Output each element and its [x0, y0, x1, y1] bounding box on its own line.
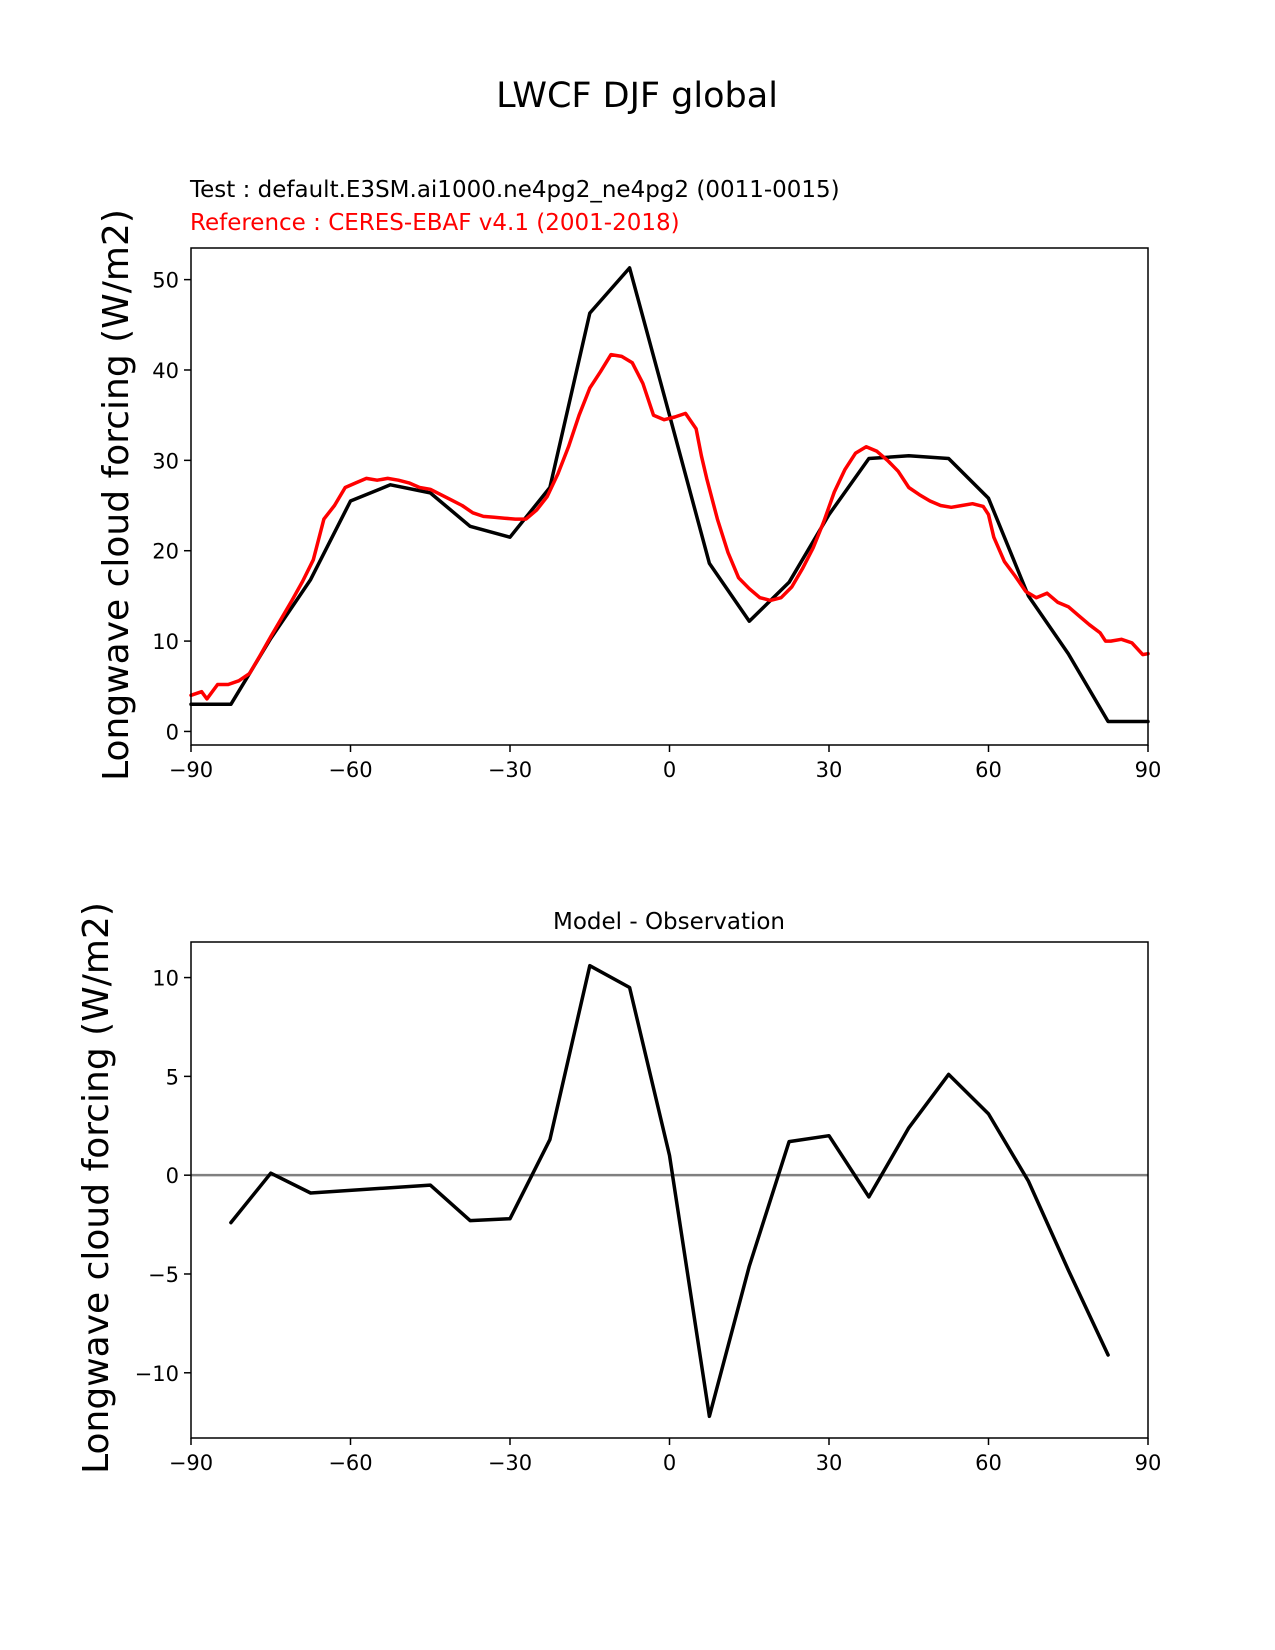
bottom-x-tick-label: 0: [663, 1451, 676, 1475]
bottom-plot-frame: [190, 941, 1149, 1439]
bottom-x-tick-label: −60: [328, 1451, 372, 1475]
bottom-panel: Model - Observation Longwave cloud forci…: [76, 902, 1161, 1475]
top-x-ticks: −90 −60 −30 0 30 60 90: [169, 745, 1162, 782]
top-y-ticks: 0 10 20 30 40 50: [152, 269, 191, 744]
bottom-x-ticks: −90 −60 −30 0 30 60 90: [169, 1438, 1162, 1475]
top-x-tick-label: 90: [1135, 758, 1162, 782]
top-y-tick-label: 20: [152, 540, 179, 564]
top-x-tick-label: 30: [816, 758, 843, 782]
bottom-y-tick-label: 5: [166, 1065, 179, 1089]
figure-title: LWCF DJF global: [496, 76, 778, 116]
top-y-tick-label: 50: [152, 269, 179, 293]
bottom-y-tick-label: −5: [148, 1263, 179, 1287]
top-reference-series-line: [189, 352, 1150, 701]
bottom-y-axis-label: Longwave cloud forcing (W/m2): [76, 902, 117, 1474]
bottom-y-tick-label: 0: [166, 1164, 179, 1188]
bottom-x-tick-label: 90: [1135, 1451, 1162, 1475]
bottom-x-tick-label: 30: [816, 1451, 843, 1475]
top-test-label: Test : default.E3SM.ai1000.ne4pg2_ne4pg2…: [189, 177, 840, 203]
bottom-y-tick-label: −10: [135, 1362, 179, 1386]
top-x-tick-label: −60: [328, 758, 372, 782]
top-x-tick-label: −30: [488, 758, 532, 782]
top-x-tick-label: 60: [975, 758, 1002, 782]
top-x-tick-label: 0: [663, 758, 676, 782]
bottom-y-tick-label: 10: [152, 967, 179, 991]
top-y-tick-label: 30: [152, 449, 179, 473]
top-y-tick-label: 0: [166, 720, 179, 744]
bottom-x-tick-label: 60: [975, 1451, 1002, 1475]
top-plot-lines: [189, 266, 1150, 724]
bottom-x-tick-label: −30: [488, 1451, 532, 1475]
top-panel: Test : default.E3SM.ai1000.ne4pg2_ne4pg2…: [96, 177, 1161, 782]
bottom-y-ticks: −10 −5 0 5 10: [135, 967, 191, 1386]
bottom-difference-series-line: [229, 963, 1110, 1419]
bottom-panel-title: Model - Observation: [553, 909, 785, 935]
top-y-tick-label: 10: [152, 630, 179, 654]
top-x-tick-label: −90: [169, 758, 213, 782]
top-y-axis-label: Longwave cloud forcing (W/m2): [96, 209, 137, 781]
bottom-plot-lines: [191, 963, 1148, 1419]
top-reference-label: Reference : CERES-EBAF v4.1 (2001-2018): [190, 210, 680, 236]
top-plot-frame: [190, 247, 1149, 746]
bottom-x-tick-label: −90: [169, 1451, 213, 1475]
top-y-tick-label: 40: [152, 359, 179, 383]
top-test-series-line: [189, 266, 1150, 724]
